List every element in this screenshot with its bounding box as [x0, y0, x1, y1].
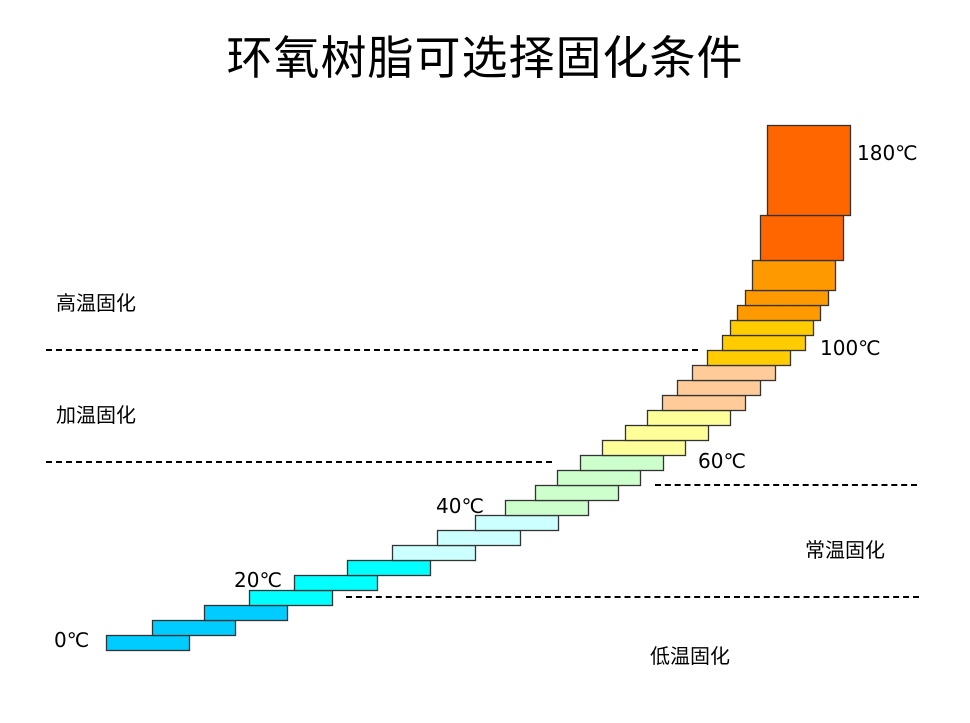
temp-label-100: 100℃	[820, 336, 881, 360]
divider-room-low	[346, 596, 919, 598]
page-title: 环氧树脂可选择固化条件	[226, 31, 744, 85]
temperature-step	[579, 454, 665, 472]
temp-label-20: 20℃	[234, 568, 282, 592]
temperature-step	[105, 634, 191, 652]
temperature-step	[248, 589, 334, 607]
divider-room-right	[655, 484, 917, 486]
temperature-step	[151, 619, 237, 637]
temp-label-180: 180℃	[857, 141, 918, 165]
temperature-step	[436, 529, 522, 547]
zone-label-room-temp: 常温固化	[805, 538, 885, 562]
temperature-step	[721, 334, 807, 352]
zone-label-warm-temp: 加温固化	[56, 403, 136, 427]
zone-label-low-temp: 低温固化	[650, 644, 730, 668]
temperature-step	[646, 409, 732, 427]
temperature-step	[736, 304, 822, 322]
temperature-step	[729, 319, 815, 337]
temperature-step	[751, 259, 837, 292]
temp-label-0: 0℃	[54, 628, 90, 652]
temperature-step	[744, 289, 830, 307]
temperature-step	[346, 559, 432, 577]
temperature-step	[624, 424, 710, 442]
temperature-step	[293, 574, 379, 592]
temperature-step	[556, 469, 642, 487]
temperature-step	[504, 499, 590, 517]
temperature-step	[391, 544, 477, 562]
temp-label-40: 40℃	[436, 494, 484, 518]
zone-label-high-temp: 高温固化	[56, 291, 136, 315]
temperature-step	[203, 604, 289, 622]
temperature-step	[706, 349, 792, 367]
temperature-step	[474, 514, 560, 532]
temperature-step	[661, 394, 747, 412]
temp-label-60: 60℃	[698, 449, 746, 473]
temperature-step	[759, 214, 845, 262]
temperature-step	[766, 124, 852, 217]
temperature-step	[601, 439, 687, 457]
temperature-step	[691, 364, 777, 382]
temperature-step	[676, 379, 762, 397]
divider-high-warm	[46, 349, 698, 351]
temperature-step	[534, 484, 620, 502]
divider-warm-room	[46, 461, 552, 463]
